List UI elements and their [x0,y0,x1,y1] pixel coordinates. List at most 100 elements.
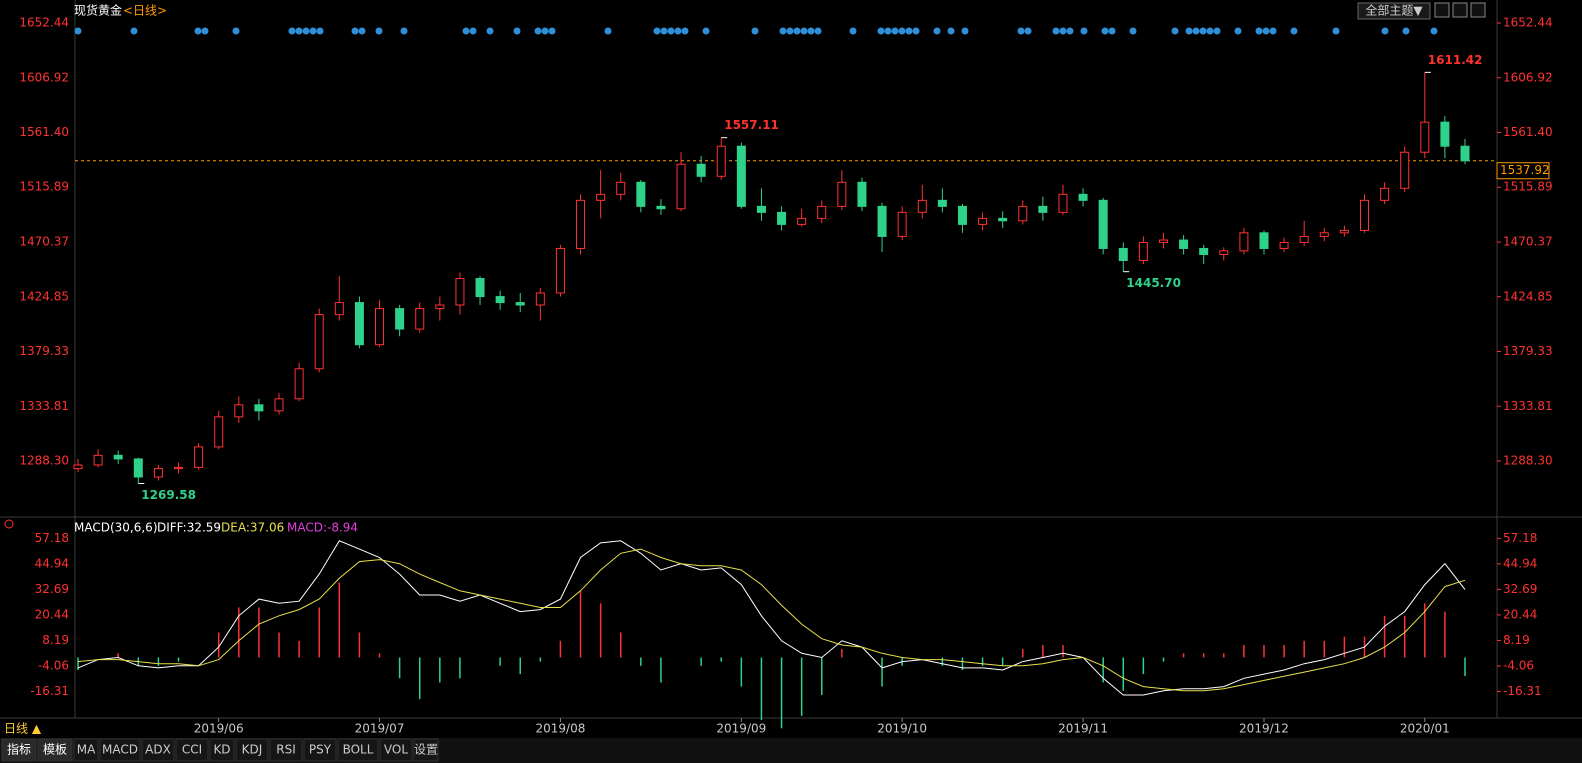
event-dot[interactable] [933,27,941,35]
event-dot[interactable] [309,27,317,35]
toolbar-tab-label[interactable]: VOL [384,743,408,757]
close-icon[interactable] [1470,2,1486,18]
event-dot[interactable] [1185,27,1193,35]
event-dot[interactable] [1017,27,1025,35]
event-dot[interactable] [513,27,521,35]
event-dot[interactable] [295,27,303,35]
event-dot[interactable] [1234,27,1242,35]
event-dot[interactable] [1101,27,1109,35]
add-icon[interactable] [1434,2,1450,18]
event-dot[interactable] [884,27,892,35]
event-dot[interactable] [849,27,857,35]
toolbar-tab-label[interactable]: 设置 [414,743,438,757]
period-tab[interactable]: 日线 ▲ [4,722,42,736]
toolbar-tab[interactable] [269,738,303,762]
toolbar-tab[interactable] [73,738,99,762]
event-dot[interactable] [288,27,296,35]
event-dot[interactable] [1066,27,1074,35]
event-dot[interactable] [814,27,822,35]
event-dot[interactable] [751,27,759,35]
event-dot[interactable] [947,27,955,35]
event-dot[interactable] [779,27,787,35]
toolbar-tab[interactable] [413,738,439,762]
toolbar-tab-label[interactable]: MA [77,743,96,757]
event-dot[interactable] [1206,27,1214,35]
event-dot[interactable] [961,27,969,35]
event-dot[interactable] [194,27,202,35]
event-dot[interactable] [1059,27,1067,35]
event-dot[interactable] [1381,27,1389,35]
event-dot[interactable] [1199,27,1207,35]
toolbar-tab-label[interactable]: 模板 [43,743,67,757]
event-dot[interactable] [1430,27,1438,35]
event-dot[interactable] [702,27,710,35]
toolbar-tab-label[interactable]: KD [213,743,230,757]
toolbar-tab-label[interactable]: RSI [276,743,296,757]
event-dot[interactable] [1269,27,1277,35]
toolbar-tab[interactable] [209,738,235,762]
event-dot[interactable] [302,27,310,35]
event-dot[interactable] [375,27,383,35]
theme-button[interactable] [1357,2,1431,20]
toolbar-tab[interactable] [141,738,175,762]
event-dot[interactable] [74,27,82,35]
toolbar-tab-label[interactable]: PSY [309,743,332,757]
event-dot[interactable] [1332,27,1340,35]
event-dot[interactable] [1171,27,1179,35]
event-dot[interactable] [912,27,920,35]
event-dot[interactable] [1080,27,1088,35]
indicator-settings[interactable] [4,519,14,529]
toolbar-tab-label[interactable]: 指标 [7,742,31,757]
toolbar-tab[interactable] [1,738,37,762]
event-dot[interactable] [1262,27,1270,35]
event-dot[interactable] [674,27,682,35]
event-dot[interactable] [653,27,661,35]
event-dot[interactable] [905,27,913,35]
event-dot[interactable] [1213,27,1221,35]
event-dot[interactable] [316,27,324,35]
toolbar-tab[interactable] [337,738,379,762]
event-dot[interactable] [800,27,808,35]
event-dot[interactable] [1290,27,1298,35]
event-dot[interactable] [1024,27,1032,35]
event-dot[interactable] [891,27,899,35]
toolbar-tab-label[interactable]: MACD [102,743,138,757]
event-dot[interactable] [400,27,408,35]
event-dot[interactable] [604,27,612,35]
event-dot[interactable] [201,27,209,35]
event-dot[interactable] [786,27,794,35]
event-dot[interactable] [534,27,542,35]
event-dot[interactable] [358,27,366,35]
event-dot[interactable] [548,27,556,35]
toolbar-tab-label[interactable]: BOLL [343,743,374,757]
theme-button-label[interactable]: 全部主题▼ [1365,3,1423,18]
toolbar-tab-label[interactable]: KDJ [242,743,263,757]
event-dot[interactable] [1402,27,1410,35]
event-dot[interactable] [1052,27,1060,35]
event-dot[interactable] [541,27,549,35]
event-dot[interactable] [1108,27,1116,35]
event-dot[interactable] [462,27,470,35]
toolbar-tab[interactable] [99,738,141,762]
toolbar-tab[interactable] [303,738,337,762]
toolbar-tab[interactable] [235,738,269,762]
event-dot[interactable] [898,27,906,35]
event-dot[interactable] [807,27,815,35]
event-dot[interactable] [232,27,240,35]
expand-icon[interactable] [1452,2,1468,18]
toolbar-tab-label[interactable]: ADX [145,743,171,757]
event-dot[interactable] [351,27,359,35]
toolbar-tab[interactable] [175,738,209,762]
event-dot[interactable] [1255,27,1263,35]
toolbar-tab-label[interactable]: CCI [182,743,202,757]
event-dot[interactable] [469,27,477,35]
event-dot[interactable] [667,27,675,35]
event-dot[interactable] [660,27,668,35]
event-dot[interactable] [130,27,138,35]
toolbar-tab[interactable] [379,738,413,762]
event-dot[interactable] [1129,27,1137,35]
event-dot[interactable] [681,27,689,35]
event-dot[interactable] [486,27,494,35]
event-dot[interactable] [877,27,885,35]
event-dot[interactable] [1192,27,1200,35]
